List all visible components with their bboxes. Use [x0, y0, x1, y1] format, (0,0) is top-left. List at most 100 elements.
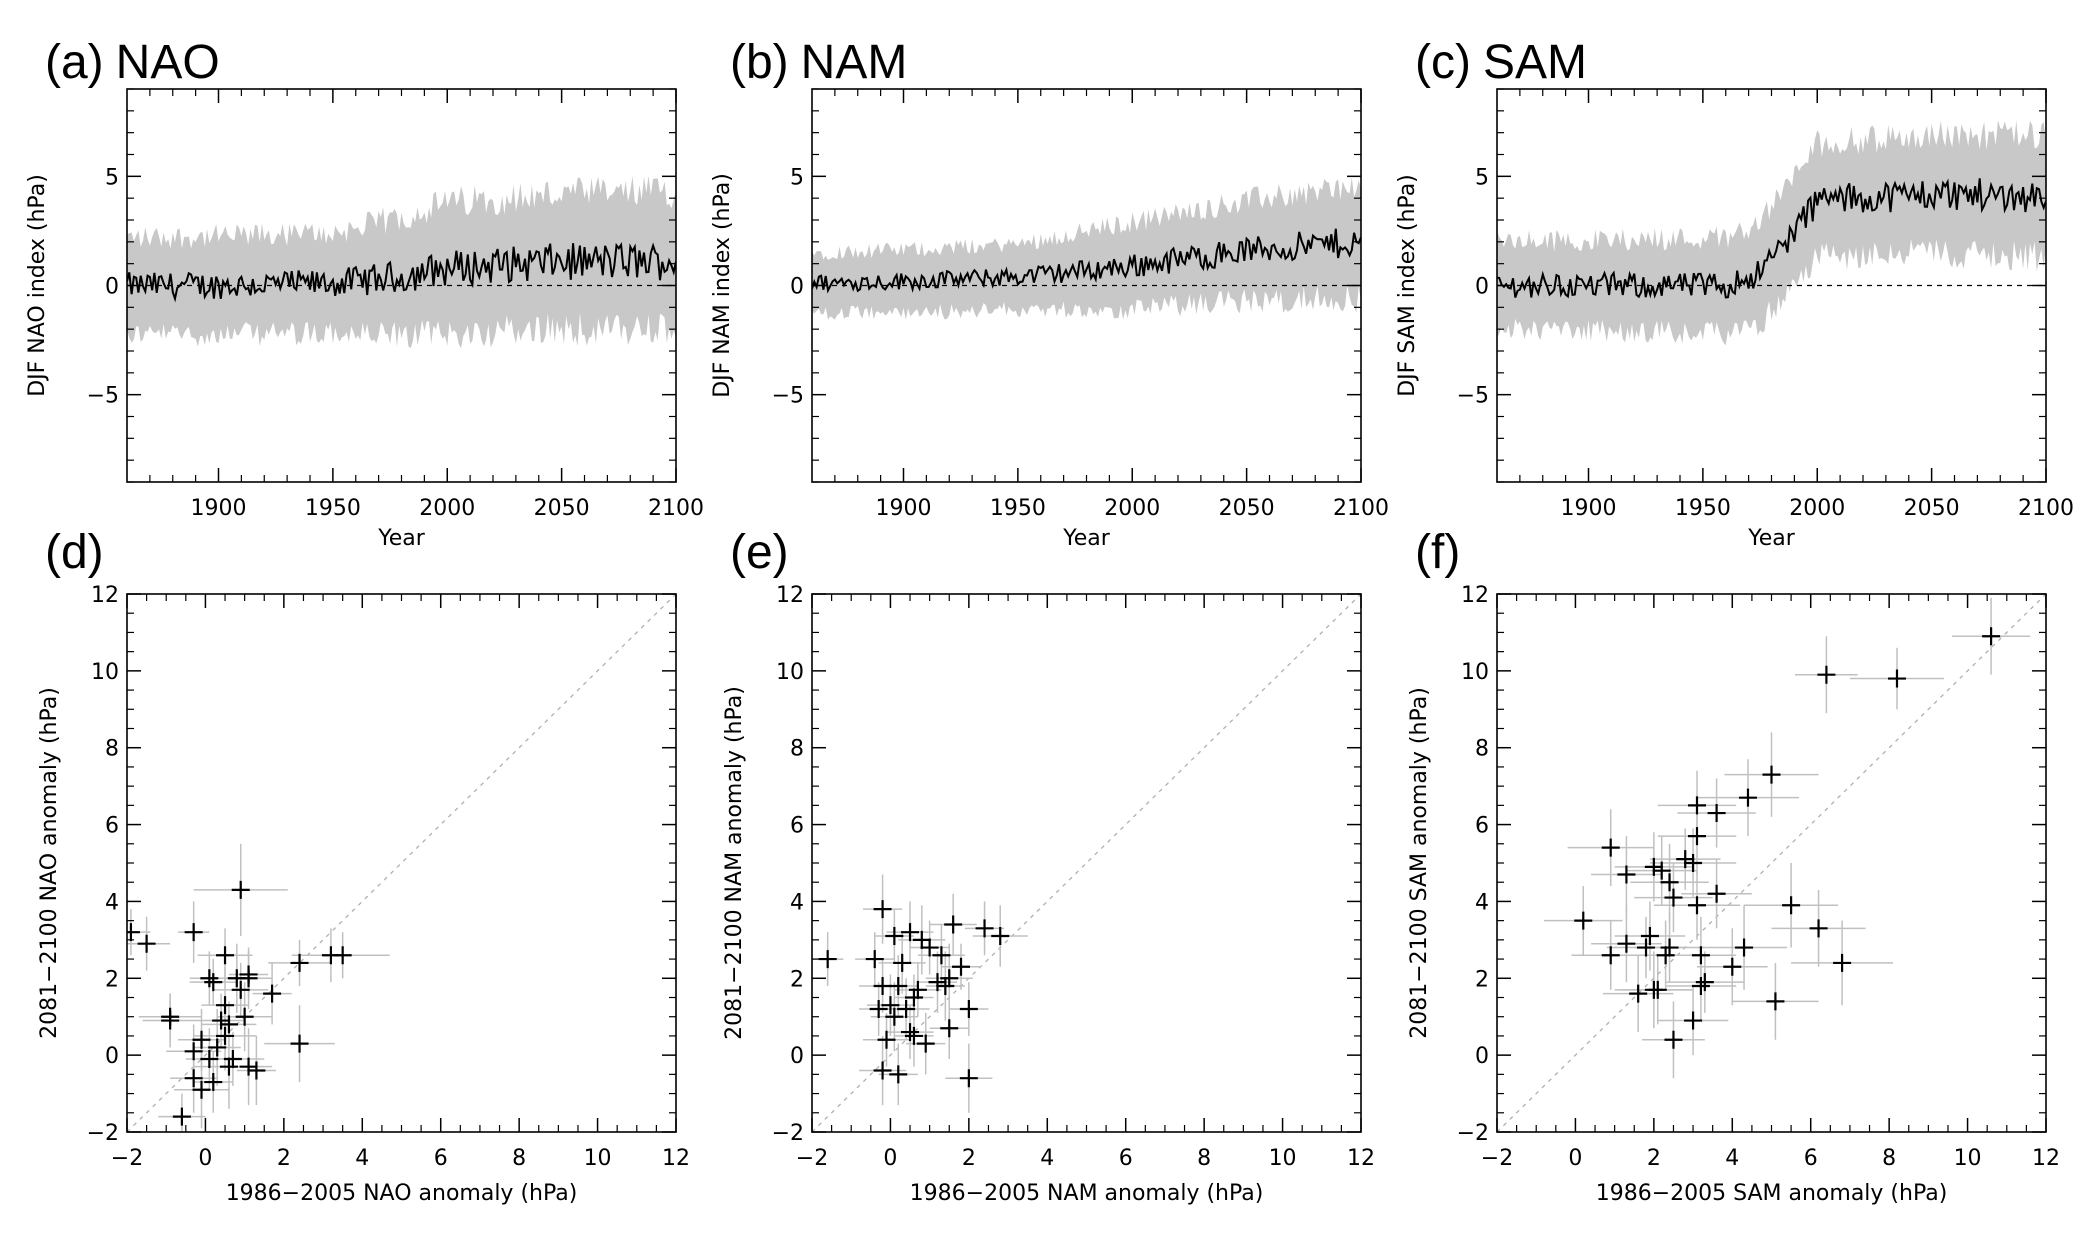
model-point — [916, 1034, 935, 1053]
model-point — [192, 1080, 211, 1099]
model-point — [928, 973, 947, 992]
model-point — [1652, 861, 1671, 880]
y-tick-label: −5 — [1457, 384, 1489, 409]
panel-title: (b) NAM — [730, 36, 907, 89]
x-tick-label: 2 — [277, 1146, 291, 1171]
model-point — [912, 930, 931, 949]
x-tick-label: 6 — [1119, 1146, 1133, 1171]
y-axis-label: DJF SAM index (hPa) — [1395, 174, 1420, 397]
model-point — [1644, 980, 1663, 999]
y-axis-label: 2081−2100 SAM anomaly (hPa) — [1407, 687, 1432, 1039]
model-point — [1684, 854, 1703, 872]
model-point — [1684, 1011, 1703, 1030]
model-point — [901, 1023, 920, 1042]
plot-area — [812, 594, 1361, 1132]
model-point — [873, 1061, 892, 1080]
x-tick-label: 2050 — [534, 496, 590, 521]
panel-name: NAM — [801, 36, 908, 89]
x-tick-label: 1900 — [876, 496, 932, 521]
model-point — [952, 957, 971, 976]
x-axis-label: Year — [1062, 526, 1111, 551]
x-axis-label: 1986−2005 NAO anomaly (hPa) — [226, 1181, 578, 1206]
model-point — [216, 1026, 235, 1045]
panel-title: (c) SAM — [1415, 36, 1587, 89]
y-tick-label: 4 — [105, 890, 119, 915]
model-point — [212, 1011, 231, 1030]
x-tick-label: 1950 — [305, 496, 361, 521]
model-point — [959, 1000, 978, 1019]
model-point — [1687, 796, 1706, 815]
model-point — [1707, 804, 1726, 823]
one-to-one-line — [812, 594, 1361, 1132]
model-point — [885, 1007, 904, 1026]
panel-title: (f) — [1415, 526, 1460, 579]
model-point — [901, 923, 920, 942]
model-point — [200, 969, 219, 988]
model-point — [219, 1057, 238, 1076]
model-point — [991, 927, 1010, 946]
panel-c: (c) SAM 1900 1950 2000 2050 2100 −5 0 5 Year DJF SA… — [1395, 36, 2074, 551]
model-point — [881, 996, 900, 1015]
model-point — [1660, 938, 1679, 957]
model-point — [1738, 788, 1757, 807]
x-axis-label: 1986−2005 SAM anomaly (hPa) — [1596, 1181, 1948, 1206]
x-tick-label: 1900 — [1561, 496, 1617, 521]
model-point — [1601, 838, 1620, 857]
y-tick-label: 10 — [776, 660, 804, 685]
model-point — [216, 996, 235, 1015]
model-point — [1707, 884, 1726, 903]
x-tick-label: 0 — [883, 1146, 897, 1171]
y-axis-label: 2081−2100 NAM anomaly (hPa) — [722, 686, 747, 1040]
model-point — [1766, 992, 1785, 1011]
model-point — [1982, 627, 2001, 646]
model-point — [200, 1049, 219, 1068]
model-point — [932, 946, 951, 965]
model-point — [216, 946, 235, 965]
y-tick-label: 0 — [1475, 1044, 1489, 1069]
panel-letter: (e) — [730, 526, 789, 579]
model-point — [1782, 896, 1801, 915]
x-tick-label: 8 — [1197, 1146, 1211, 1171]
panel-letter: (c) — [1415, 36, 1471, 89]
model-point — [940, 969, 959, 988]
model-point — [1687, 827, 1706, 846]
index-series-line — [1497, 178, 2046, 299]
y-tick-label: 5 — [790, 165, 804, 190]
model-point — [235, 1007, 254, 1026]
model-point — [904, 1026, 923, 1045]
x-tick-label: 10 — [1269, 1146, 1297, 1171]
y-tick-label: 6 — [1475, 814, 1489, 839]
model-point — [1637, 938, 1656, 957]
model-point — [1695, 973, 1714, 992]
panel-letter: (a) — [45, 36, 104, 89]
panel-letter: (f) — [1415, 526, 1460, 579]
model-point — [1644, 857, 1663, 876]
model-point — [818, 950, 837, 969]
index-series-line — [812, 228, 1361, 294]
x-tick-label: 2000 — [1104, 496, 1160, 521]
y-tick-label: 12 — [1461, 583, 1489, 608]
y-tick-label: 10 — [1461, 660, 1489, 685]
panel-title: (d) — [45, 526, 104, 579]
model-point — [192, 1030, 211, 1049]
model-point — [239, 1057, 258, 1076]
model-point — [1833, 953, 1852, 972]
x-tick-label: 12 — [1347, 1146, 1375, 1171]
model-point — [137, 934, 156, 953]
y-tick-label: 0 — [1475, 275, 1489, 300]
model-point — [869, 1000, 888, 1019]
y-tick-label: 4 — [1475, 890, 1489, 915]
model-point — [885, 927, 904, 946]
panel-e: (e) −2 0 2 4 6 8 10 12 −2 0 2 4 6 8 10 12 1986−2005 NAM a… — [722, 526, 1375, 1206]
model-point — [219, 1015, 238, 1034]
plot-frame — [1496, 593, 2047, 1133]
model-point — [1691, 946, 1710, 965]
model-point — [208, 1038, 227, 1057]
model-point — [290, 1034, 309, 1053]
y-tick-label: 0 — [105, 275, 119, 300]
y-tick-label: 5 — [105, 165, 119, 190]
model-point — [889, 1065, 908, 1084]
x-tick-label: 2 — [1647, 1146, 1661, 1171]
x-tick-label: 12 — [662, 1146, 690, 1171]
model-point — [897, 1000, 916, 1019]
